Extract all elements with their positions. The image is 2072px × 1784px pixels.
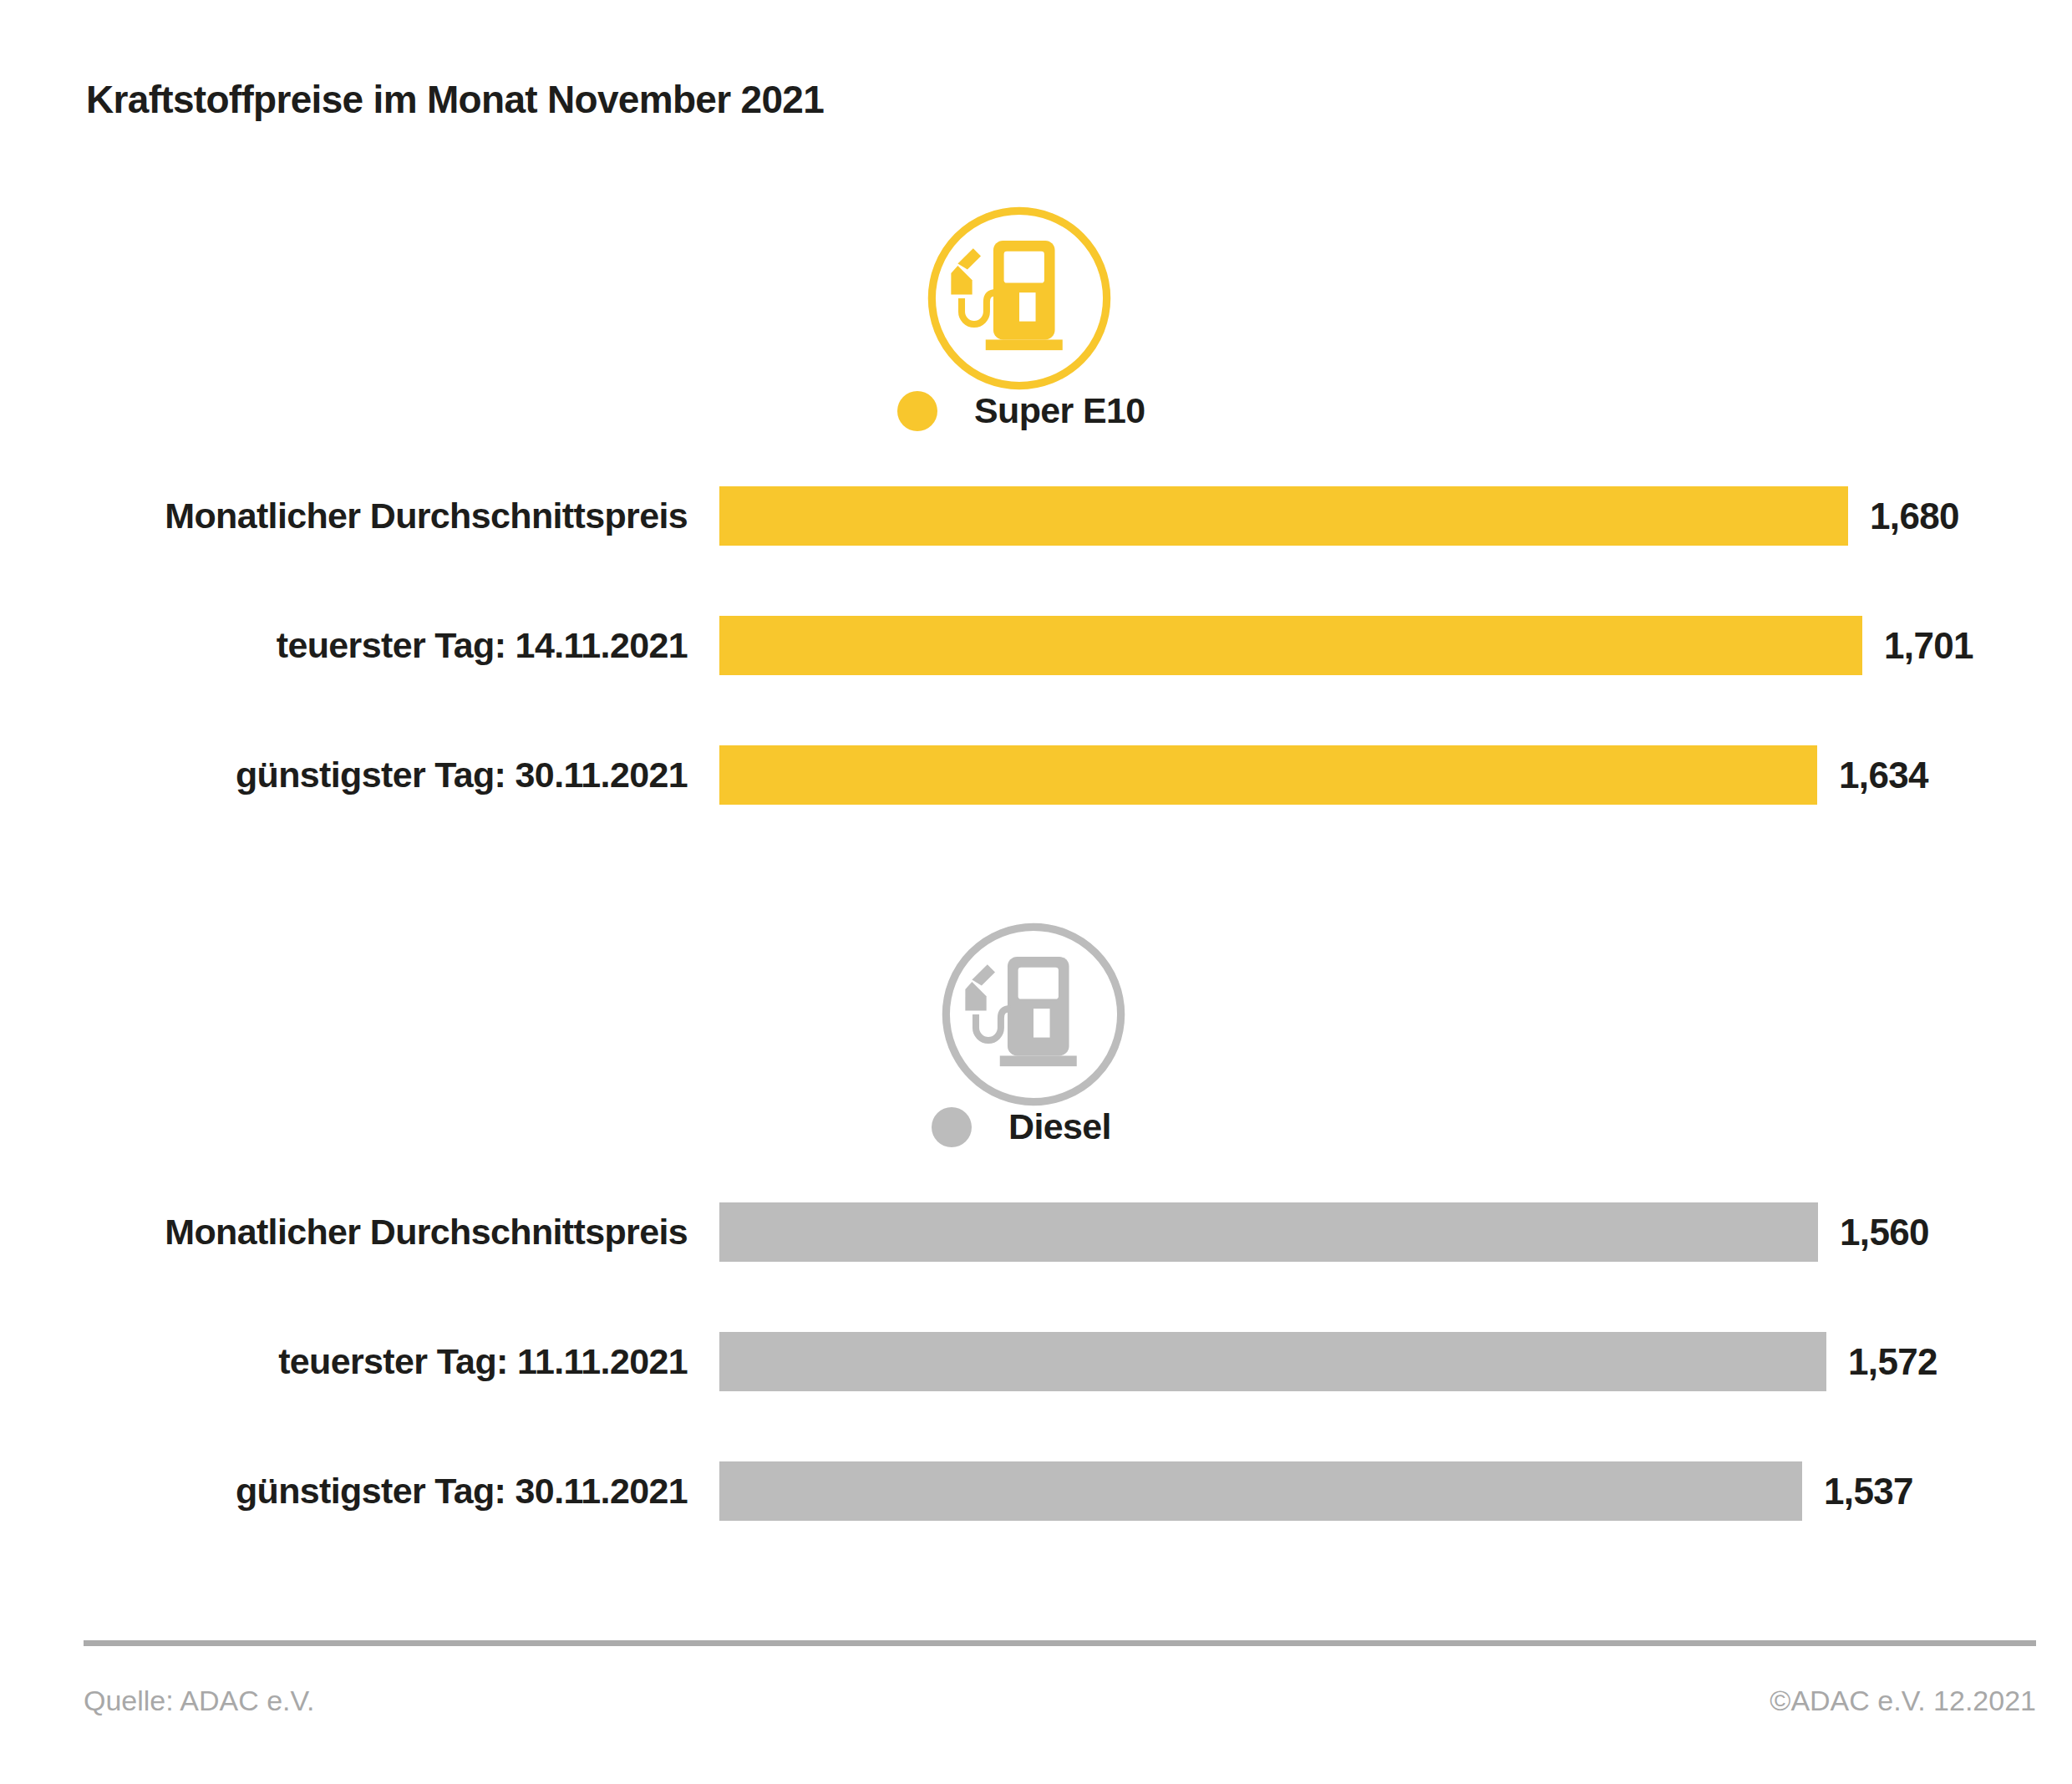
source-note: Quelle: ADAC e.V. <box>84 1685 315 1717</box>
legend: Super E10 <box>897 390 1145 431</box>
bar <box>719 1202 1818 1262</box>
bar-label: teuerster Tag: 11.11.2021 <box>0 1341 688 1382</box>
bar-value: 1,680 <box>1870 496 1959 537</box>
bar-value: 1,560 <box>1840 1212 1929 1253</box>
bar <box>719 1461 1802 1521</box>
bar-row: günstigster Tag: 30.11.2021 1,634 <box>0 745 1973 805</box>
bar <box>719 616 1862 675</box>
copyright-note: ©ADAC e.V. 12.2021 <box>1770 1685 2036 1717</box>
fuel-pump-icon <box>923 202 1115 394</box>
bar <box>719 486 1848 546</box>
bar-label: günstigster Tag: 30.11.2021 <box>0 755 688 795</box>
bar <box>719 1332 1826 1391</box>
bar-row: teuerster Tag: 11.11.2021 1,572 <box>0 1332 1937 1391</box>
bar-label: Monatlicher Durchschnittspreis <box>0 1212 688 1253</box>
bar <box>719 745 1817 805</box>
bar-row: Monatlicher Durchschnittspreis 1,560 <box>0 1202 1937 1262</box>
footer: Quelle: ADAC e.V. ©ADAC e.V. 12.2021 <box>84 1685 2036 1717</box>
bar-value: 1,537 <box>1824 1471 1913 1512</box>
bar-value: 1,634 <box>1839 755 1928 796</box>
legend-dot <box>932 1107 972 1147</box>
legend-label: Diesel <box>1008 1106 1111 1147</box>
bar-label: günstigster Tag: 30.11.2021 <box>0 1471 688 1512</box>
footer-divider <box>84 1640 2036 1646</box>
bar-row: günstigster Tag: 30.11.2021 1,537 <box>0 1461 1937 1521</box>
bar-row: Monatlicher Durchschnittspreis 1,680 <box>0 486 1973 546</box>
fuel-price-infographic: Kraftstoffpreise im Monat November 2021 … <box>0 0 2072 1784</box>
bar-row: teuerster Tag: 14.11.2021 1,701 <box>0 616 1973 675</box>
bar-value: 1,572 <box>1848 1341 1937 1383</box>
fuel-pump-icon <box>937 918 1130 1111</box>
legend: Diesel <box>932 1106 1111 1147</box>
bar-label: Monatlicher Durchschnittspreis <box>0 496 688 536</box>
bar-value: 1,701 <box>1884 625 1973 667</box>
legend-label: Super E10 <box>974 390 1145 431</box>
bar-label: teuerster Tag: 14.11.2021 <box>0 625 688 666</box>
legend-dot <box>897 391 937 431</box>
chart-title: Kraftstoffpreise im Monat November 2021 <box>86 77 824 122</box>
